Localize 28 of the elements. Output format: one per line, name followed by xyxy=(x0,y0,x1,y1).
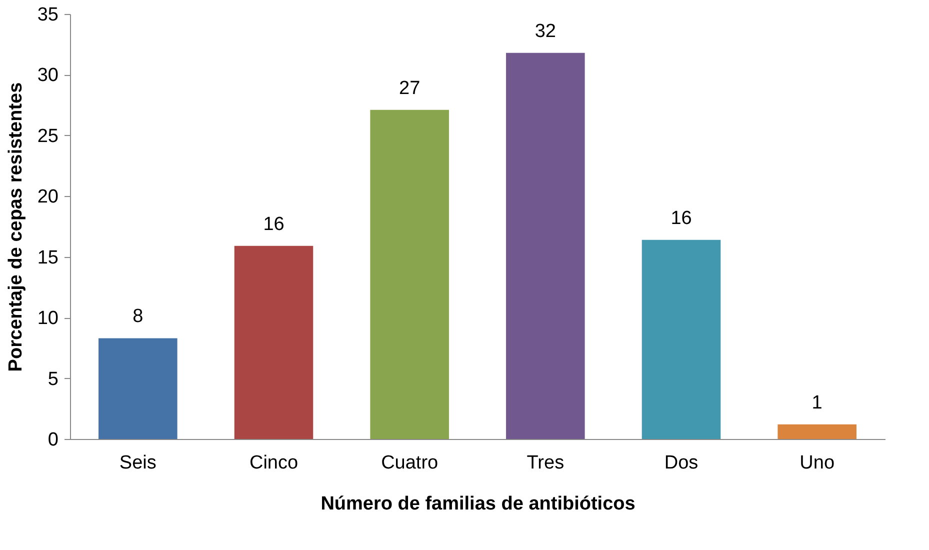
data-label: 32 xyxy=(534,20,556,42)
x-tick-label: Dos xyxy=(664,452,698,474)
data-label: 8 xyxy=(132,306,144,328)
bar xyxy=(778,424,856,439)
data-label: 16 xyxy=(263,214,284,235)
x-tick-label: Tres xyxy=(526,452,564,474)
bar xyxy=(234,246,314,439)
x-axis-title: Número de familias de antibióticos xyxy=(320,494,636,514)
y-tick-label: 35 xyxy=(37,4,58,26)
y-tick-label: 5 xyxy=(48,368,58,390)
y-tick-label: 25 xyxy=(37,126,58,147)
data-label: 27 xyxy=(399,78,420,99)
y-tick-label: 15 xyxy=(37,247,58,268)
bar xyxy=(370,110,449,439)
y-axis-title: Porcentaje de cepas resistentes xyxy=(5,82,26,372)
y-tick-label: 0 xyxy=(48,430,58,450)
data-label: 16 xyxy=(670,208,692,229)
bar xyxy=(642,240,721,439)
x-tick-label: Seis xyxy=(119,452,156,474)
x-tick-label: Cuatro xyxy=(381,452,438,474)
y-tick-label: 20 xyxy=(37,186,58,208)
y-tick-label: 10 xyxy=(37,308,58,330)
y-tick-label: 30 xyxy=(37,65,58,86)
bar xyxy=(506,52,585,439)
data-label: 1 xyxy=(812,392,822,414)
bar xyxy=(98,338,178,439)
x-tick-label: Uno xyxy=(800,452,835,474)
x-tick-label: Cinco xyxy=(249,452,298,474)
